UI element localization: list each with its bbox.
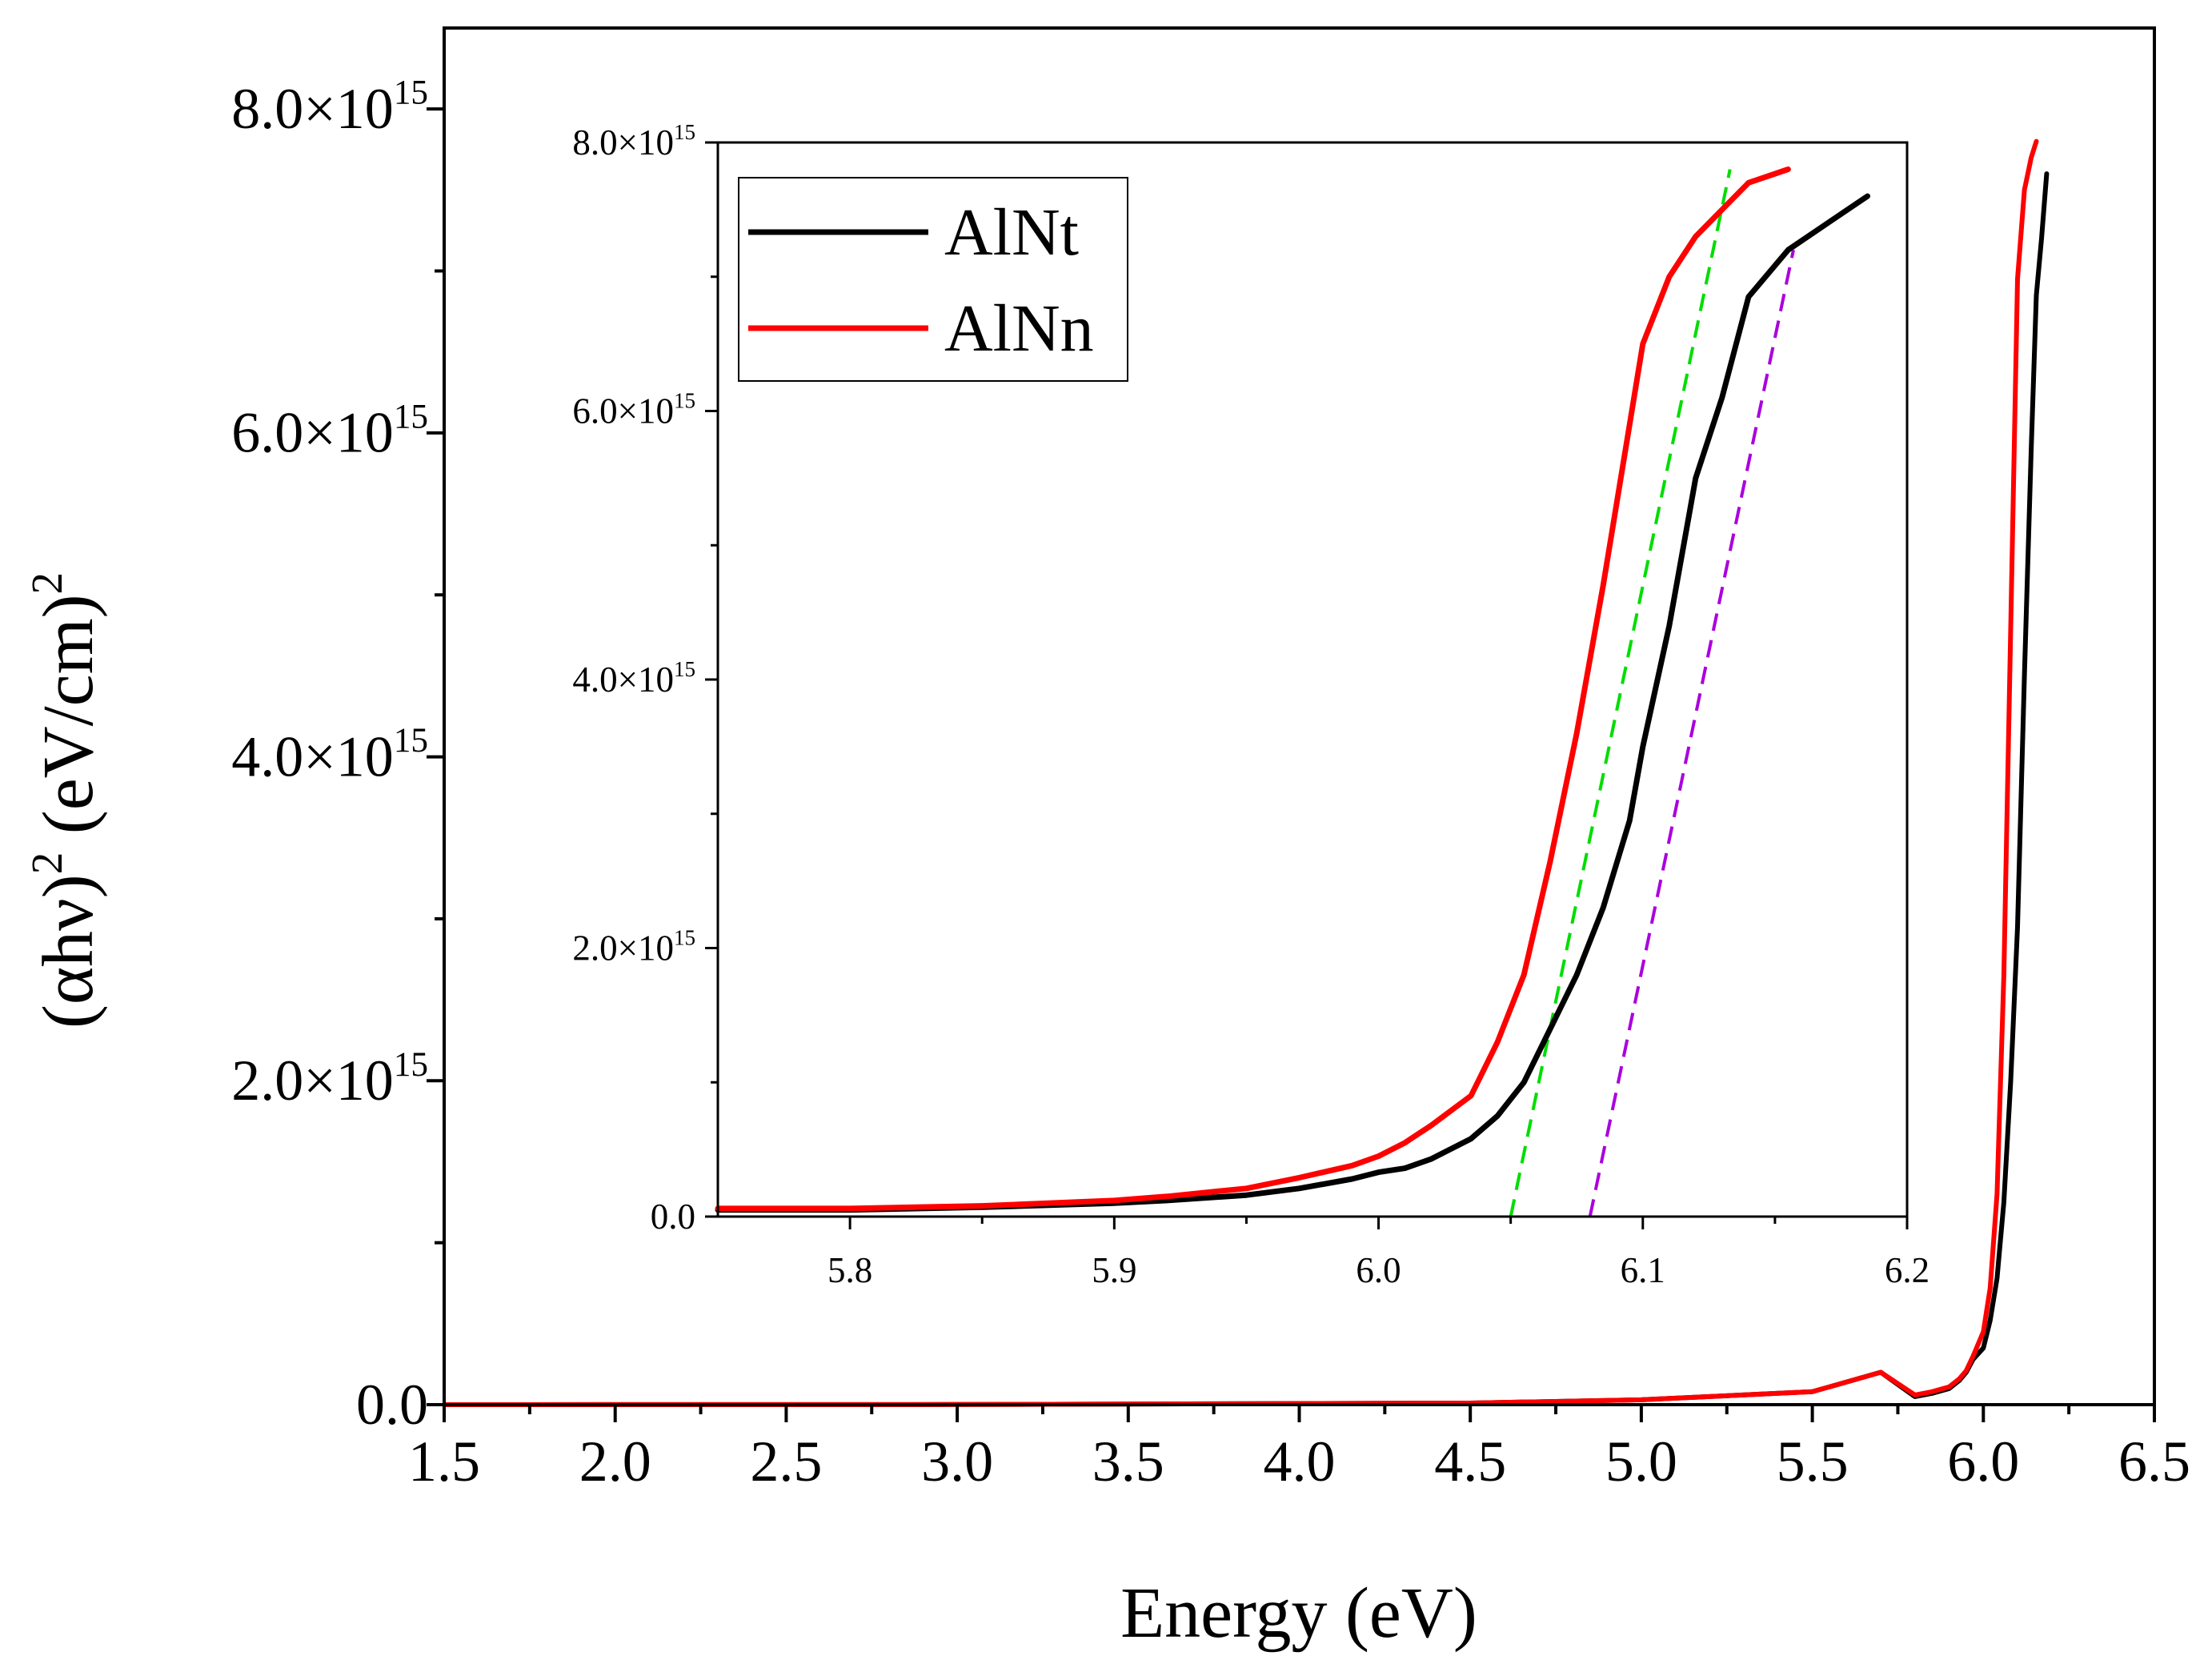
y-tick-label: 4.0×1015	[572, 657, 695, 700]
y-tick-label: 8.0×1015	[231, 74, 428, 141]
main-x-axis-label: Energy (eV)	[1120, 1574, 1477, 1653]
main-y-axis-label: (αhν)2 (eV/cm)2	[22, 572, 108, 1028]
y-tick-label: 0.0	[651, 1197, 695, 1237]
x-tick-label: 4.0	[1264, 1429, 1336, 1494]
x-tick-label: 5.5	[1777, 1429, 1849, 1494]
inset-plot: 5.8 5.9 6.0 6.1 6.2 0.0 2.0×1015 4.0×1015 6.0×1…	[572, 120, 1929, 1290]
x-tick-label: 2.5	[750, 1429, 822, 1494]
x-tick-label: 3.5	[1092, 1429, 1164, 1494]
y-tick-label: 8.0×1015	[572, 120, 695, 162]
x-tick-label: 5.0	[1605, 1429, 1677, 1494]
y-tick-label: 0.0	[356, 1373, 428, 1437]
main-series-group	[442, 138, 2050, 1407]
series-line-alnt	[715, 193, 1870, 1213]
legend-label-alnt: AlNt	[944, 195, 1079, 270]
inset-fit-lines	[1509, 169, 1795, 1217]
y-label-unit: (eV/cm)	[29, 594, 108, 852]
x-tick-label: 6.1	[1621, 1250, 1665, 1290]
y-label-base: (αhν)	[29, 874, 108, 1028]
fit-line-alnt-linear-fit	[1588, 249, 1795, 1217]
y-tick-label: 2.0×1015	[572, 925, 695, 968]
y-tick-label: 2.0×1015	[231, 1046, 428, 1113]
main-y-axis: 0.0 2.0×1015 4.0×1015 6.0×1015 8.0×1015	[231, 74, 444, 1437]
x-tick-label: 6.0	[1356, 1250, 1401, 1290]
y-label-exp: 2	[22, 852, 71, 875]
legend: AlNt AlNn	[738, 177, 1128, 382]
y-label-unit-exp: 2	[22, 572, 71, 595]
inset-y-axis: 0.0 2.0×1015 4.0×1015 6.0×1015 8.0×1015	[572, 120, 718, 1237]
legend-box	[738, 177, 1128, 382]
x-tick-label: 2.0	[579, 1429, 651, 1494]
x-tick-label: 4.5	[1434, 1429, 1506, 1494]
inset-x-axis: 5.8 5.9 6.0 6.1 6.2	[827, 1217, 1929, 1290]
y-tick-label: 6.0×1015	[231, 398, 428, 464]
x-tick-label: 5.8	[827, 1250, 872, 1290]
x-tick-label: 6.2	[1885, 1250, 1929, 1290]
main-plot: 1.5 2.0 2.5 3.0 3.5 4.0 4.5 5.0 5.5 6.0 6.5 0.0 2.0…	[22, 26, 2190, 1653]
x-tick-label: 3.0	[921, 1429, 993, 1494]
series-line-alnn	[442, 138, 2039, 1407]
y-tick-label: 4.0×1015	[231, 722, 428, 788]
x-tick-label: 6.0	[1947, 1429, 2019, 1494]
fit-line-alnn-linear-fit	[1509, 169, 1732, 1217]
x-tick-label: 5.9	[1092, 1250, 1136, 1290]
main-x-axis: 1.5 2.0 2.5 3.0 3.5 4.0 4.5 5.0 5.5 6.0 6.5	[408, 1405, 2190, 1494]
inset-series-group	[715, 166, 1870, 1213]
legend-label-alnn: AlNn	[944, 291, 1094, 366]
x-tick-label: 6.5	[2118, 1429, 2190, 1494]
series-line-alnn	[715, 166, 1791, 1212]
y-tick-label: 6.0×1015	[572, 388, 695, 431]
x-tick-label: 1.5	[408, 1429, 480, 1494]
